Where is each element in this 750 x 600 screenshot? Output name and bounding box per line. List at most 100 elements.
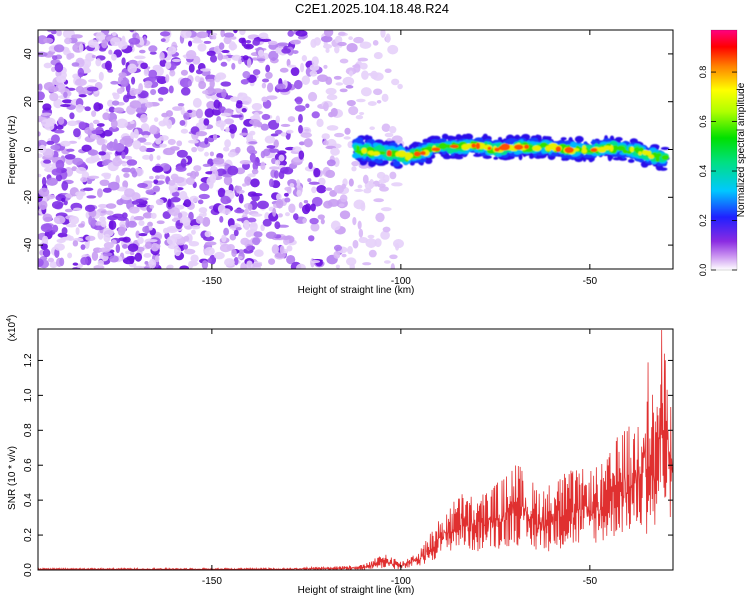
heatmap-noise-blob	[46, 140, 55, 145]
heatmap-noise-blob	[298, 124, 303, 134]
heatmap-noise-blob	[351, 161, 360, 167]
heatmap-noise-blob	[312, 79, 320, 86]
heatmap-noise-blob	[309, 217, 319, 225]
heatmap-noise-blob	[89, 122, 94, 130]
heatmap-ridge-blob	[449, 144, 459, 149]
heatmap-noise-blob	[118, 40, 128, 50]
heatmap-noise-blob	[339, 58, 349, 64]
heatmap-noise-blob	[375, 212, 385, 223]
heatmap-noise-blob	[334, 46, 340, 54]
snr-background	[38, 329, 673, 570]
heatmap-noise-blob	[55, 159, 65, 170]
heatmap-ridge-blob	[597, 146, 607, 153]
heatmap-ridge-blob	[361, 147, 368, 154]
heatmap-noise-blob	[316, 184, 327, 194]
heatmap-noise-blob	[130, 131, 136, 140]
heatmap-x-axis-label: Height of straight line (km)	[298, 285, 415, 296]
heatmap-noise-blob	[360, 87, 372, 97]
heatmap-noise-blob	[53, 98, 63, 109]
snr-y-ticks: 0.0 0.2 0.4 0.6 0.8 1.0 1.2	[23, 353, 673, 577]
heatmap-noise-blob	[43, 37, 54, 44]
heatmap-noise-blob	[110, 37, 121, 47]
heatmap-noise-blob	[353, 63, 361, 73]
heatmap-noise-blob	[140, 123, 150, 133]
heatmap-noise-blob	[212, 157, 225, 165]
heatmap-noise-blob	[238, 92, 243, 97]
heatmap-noise-blob	[237, 58, 242, 65]
heatmap-noise-blob	[75, 103, 84, 113]
heatmap-noise-blob	[54, 243, 65, 251]
heatmap-noise-blob	[266, 95, 278, 100]
heatmap-noise-blob	[122, 236, 131, 243]
heatmap-noise-blob	[252, 122, 263, 127]
heatmap-noise-blob	[71, 166, 78, 172]
heatmap-noise-blob	[280, 132, 287, 137]
heatmap-noise-blob	[301, 75, 310, 85]
heatmap-noise-blob	[176, 140, 183, 147]
heatmap-noise-blob	[215, 120, 227, 128]
heatmap-ridge-blob	[655, 153, 662, 157]
heatmap-noise-blob	[240, 78, 249, 85]
heatmap-noise-blob	[185, 50, 197, 60]
heatmap-noise-blob	[245, 40, 252, 44]
heatmap-noise-blob	[108, 49, 113, 55]
heatmap-noise-blob	[194, 75, 201, 82]
heatmap-noise-blob	[322, 140, 329, 146]
heatmap-noise-blob	[381, 123, 391, 133]
heatmap-noise-blob	[290, 67, 300, 77]
heatmap-noise-blob	[225, 126, 230, 133]
heatmap-noise-blob	[287, 116, 296, 123]
heatmap-noise-blob	[276, 193, 282, 201]
heatmap-ridge-blob	[487, 146, 492, 151]
heatmap-noise-blob	[86, 180, 93, 185]
snr-y-axis-label: SNR (10 * v/v)	[7, 446, 18, 510]
heatmap-ridge-blob	[505, 138, 515, 144]
heatmap-noise-blob	[361, 70, 369, 80]
heatmap-noise-blob	[136, 203, 147, 208]
heatmap-noise-blob	[359, 41, 372, 49]
heatmap-noise-blob	[150, 212, 157, 219]
snr-x-tick-label: -50	[583, 576, 598, 587]
heatmap-noise-blob	[87, 175, 100, 179]
heatmap-noise-blob	[159, 59, 167, 67]
heatmap-noise-blob	[270, 133, 279, 137]
heatmap-noise-blob	[47, 85, 59, 93]
heatmap-ridge-blob	[641, 149, 650, 156]
heatmap-noise-blob	[389, 171, 397, 180]
heatmap-noise-blob	[287, 30, 294, 37]
heatmap-noise-blob	[64, 37, 72, 45]
heatmap-noise-blob	[91, 251, 99, 262]
heatmap-noise-blob	[310, 203, 316, 212]
heatmap-noise-blob	[98, 151, 106, 156]
heatmap-noise-blob	[121, 167, 132, 173]
heatmap-noise-blob	[304, 203, 312, 213]
heatmap-noise-blob	[140, 113, 148, 123]
heatmap-noise-blob	[246, 58, 252, 68]
heatmap-ridge-blob	[376, 144, 383, 152]
heatmap-ridge-blob	[365, 147, 374, 152]
heatmap-noise-blob	[191, 146, 198, 153]
heatmap-noise-blob	[268, 178, 274, 188]
heatmap-noise-blob	[376, 171, 386, 180]
heatmap-noise-blob	[40, 223, 53, 233]
heatmap-noise-blob	[112, 157, 123, 167]
heatmap-noise-blob	[235, 227, 242, 231]
heatmap-noise-blob	[127, 243, 139, 252]
heatmap-noise-blob	[261, 113, 271, 121]
heatmap-noise-blob	[139, 145, 147, 152]
heatmap-noise-blob	[139, 49, 146, 54]
heatmap-noise-blob	[148, 258, 157, 269]
heatmap-noise-blob	[103, 129, 113, 137]
heatmap-noise-blob	[223, 32, 235, 38]
heatmap-noise-blob	[252, 262, 263, 268]
heatmap-noise-blob	[228, 123, 237, 134]
heatmap-noise-blob	[236, 218, 246, 222]
heatmap-noise-blob	[380, 30, 386, 38]
heatmap-noise-blob	[272, 207, 277, 217]
heatmap-ridge-blob	[424, 157, 433, 164]
heatmap-noise-blob	[166, 264, 174, 269]
heatmap-noise-blob	[206, 50, 216, 57]
heatmap-noise-blob	[220, 195, 231, 205]
heatmap-noise-blob	[191, 225, 201, 230]
heatmap-noise-blob	[244, 175, 252, 186]
